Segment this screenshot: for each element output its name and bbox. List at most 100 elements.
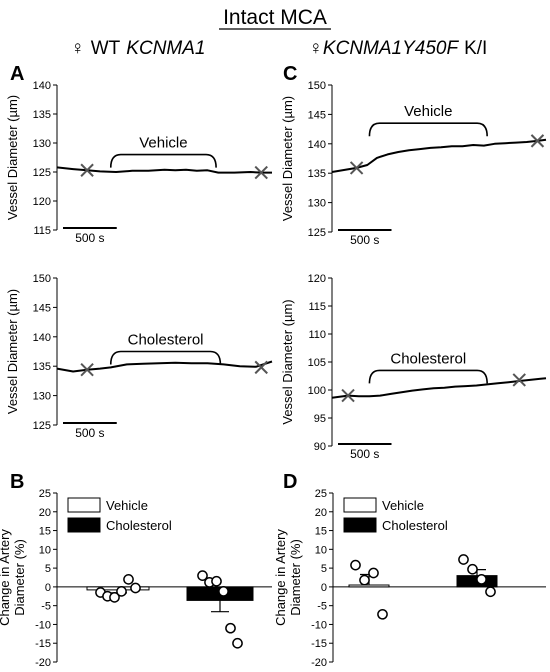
- chart-C_bottom: 90 95 100 105 110 115 120 Vessel Diameter (µm) C…: [280, 273, 547, 461]
- y-tick-label: 145: [308, 109, 326, 121]
- y-tick-label: 10: [315, 544, 327, 556]
- y-tick-label: 130: [33, 138, 51, 150]
- figure-title: Intact MCA: [223, 6, 327, 29]
- y-tick-label: 120: [33, 196, 51, 208]
- y-tick-label: 20: [39, 507, 51, 519]
- x-marker: [341, 388, 355, 403]
- y-tick-label: 130: [308, 198, 326, 210]
- chart-A_bottom: 125 130 135 140 145 150 Vessel Diameter (µm) Ch…: [5, 273, 273, 440]
- y-tick-label: 120: [308, 273, 326, 285]
- y-tick-label: 125: [33, 167, 51, 179]
- treatment-label: Vehicle: [139, 135, 187, 152]
- gene-name-left: KCNMA1: [126, 38, 205, 59]
- data-point: [225, 622, 236, 634]
- y-tick-label: 25: [39, 488, 51, 500]
- treatment-bracket: [368, 122, 488, 137]
- trace-line: [56, 360, 273, 373]
- x-marker-stroke: [530, 134, 545, 148]
- panel-label: C: [283, 63, 297, 85]
- x-marker-stroke: [254, 165, 268, 180]
- gene-name-right: KCNMA1Y450F: [323, 38, 460, 59]
- y-tick-label: 125: [308, 227, 326, 239]
- x-marker-stroke: [341, 388, 355, 403]
- treatment-bracket: [109, 153, 217, 168]
- data-point: [109, 592, 120, 603]
- column-heading-right: ♀KCNMA1Y450F K/I: [309, 38, 488, 59]
- y-axis-label: Vessel Diameter (µm): [280, 299, 295, 424]
- y-axis-label: Vessel Diameter (µm): [280, 96, 295, 221]
- y-tick-label: 0: [321, 582, 327, 594]
- data-point: [232, 637, 243, 649]
- x-marker: [80, 363, 94, 377]
- data-point: [485, 586, 496, 598]
- time-scale-label: 500 s: [75, 426, 104, 440]
- y-tick-label: 5: [45, 563, 51, 575]
- time-scale-label: 500 s: [75, 231, 104, 245]
- treatment-label: Cholesterol: [128, 332, 204, 349]
- x-marker: [80, 163, 94, 177]
- y-axis-label: Change in ArteryDiameter (%): [0, 529, 27, 626]
- y-tick-label: 95: [314, 413, 326, 425]
- panel-label: D: [283, 471, 297, 493]
- chart-C_top: 125 130 135 140 145 150 Vessel Diameter (µm) C V…: [280, 63, 547, 247]
- y-tick-label: -10: [311, 619, 327, 631]
- data-point: [130, 582, 141, 594]
- treatment-bracket: [109, 350, 222, 365]
- treatment-bracket: [368, 369, 488, 384]
- y-tick-label: 0: [45, 582, 51, 594]
- y-tick-label: 150: [308, 80, 326, 92]
- y-tick-label: 130: [33, 391, 51, 403]
- data-point: [197, 570, 208, 581]
- legend-label-vehicle: Vehicle: [106, 498, 148, 513]
- legend-label-cholesterol: Cholesterol: [106, 518, 172, 533]
- legend-label-cholesterol: Cholesterol: [382, 518, 448, 533]
- data-point: [377, 608, 388, 620]
- y-tick-label: -5: [317, 601, 327, 613]
- y-tick-label: 15: [315, 526, 327, 538]
- y-tick-label: 135: [308, 168, 326, 180]
- x-marker: [254, 165, 268, 180]
- time-scale-label: 500 s: [350, 447, 379, 461]
- y-tick-label: 100: [308, 385, 326, 397]
- y-tick-label: 135: [33, 109, 51, 121]
- data-point: [218, 586, 229, 597]
- x-marker-stroke: [349, 161, 364, 175]
- treatment-label: Vehicle: [404, 103, 452, 120]
- treatment-label: Cholesterol: [390, 350, 466, 367]
- x-marker-stroke: [254, 360, 268, 375]
- trace-line: [331, 377, 547, 399]
- chart-B: -20 -15 -10 -5 0 5 10 15 20 25 Change in ArteryDia…: [0, 471, 272, 669]
- column-heading-left: ♀ WT KCNMA1: [71, 38, 206, 59]
- x-marker-stroke: [80, 363, 94, 377]
- y-tick-label: 10: [39, 544, 51, 556]
- data-point: [350, 559, 361, 571]
- y-tick-label: -15: [311, 638, 327, 650]
- chart-A_top: 115 120 125 130 135 140 Vessel Diameter (µm) A V…: [5, 63, 272, 245]
- panel-label: B: [10, 471, 24, 493]
- y-tick-label: -10: [35, 619, 51, 631]
- y-tick-label: 140: [33, 80, 51, 92]
- x-marker: [349, 161, 364, 175]
- x-marker: [512, 373, 526, 387]
- y-tick-label: 5: [321, 563, 327, 575]
- y-tick-label: -5: [41, 601, 51, 613]
- y-tick-label: 150: [33, 273, 51, 285]
- x-marker-stroke: [512, 373, 526, 387]
- time-scale-label: 500 s: [350, 233, 379, 247]
- data-point: [359, 574, 370, 586]
- y-tick-label: 15: [39, 526, 51, 538]
- x-marker-stroke: [80, 163, 94, 177]
- y-tick-label: -15: [35, 638, 51, 650]
- data-point: [123, 574, 134, 585]
- data-point: [116, 586, 127, 597]
- x-marker: [254, 360, 268, 375]
- trace-line: [56, 166, 272, 174]
- y-tick-label: 140: [308, 139, 326, 151]
- y-tick-label: 105: [308, 357, 326, 369]
- legend-swatch-vehicle: [67, 497, 101, 513]
- y-tick-label: 145: [33, 302, 51, 314]
- data-point: [476, 574, 487, 585]
- y-axis-label: Vessel Diameter (µm): [5, 95, 20, 220]
- y-axis-label: Vessel Diameter (µm): [5, 289, 20, 414]
